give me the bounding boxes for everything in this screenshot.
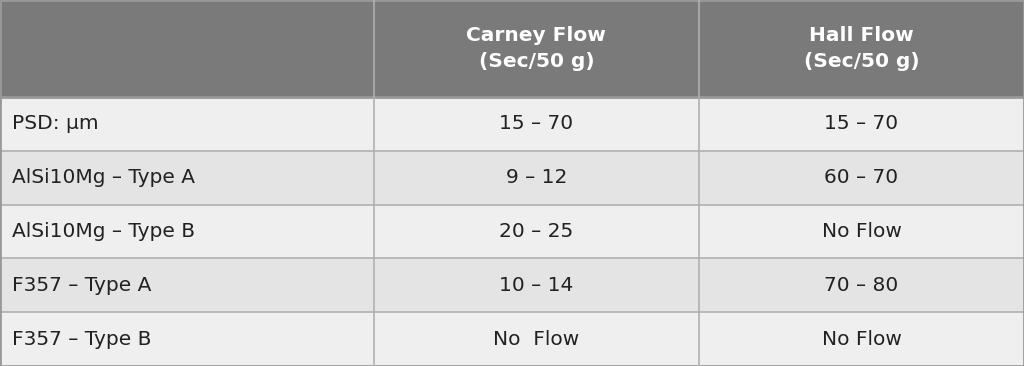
Text: AlSi10Mg – Type A: AlSi10Mg – Type A — [12, 168, 196, 187]
Text: Carney Flow
(Sec/50 g): Carney Flow (Sec/50 g) — [466, 26, 606, 71]
Bar — [374, 151, 698, 205]
Text: 60 – 70: 60 – 70 — [824, 168, 898, 187]
Bar — [374, 205, 698, 258]
Bar — [698, 97, 1024, 151]
Text: 10 – 14: 10 – 14 — [499, 276, 573, 295]
Bar — [0, 151, 374, 205]
Bar — [0, 0, 374, 97]
Text: 9 – 12: 9 – 12 — [506, 168, 567, 187]
Bar — [0, 97, 374, 151]
Bar — [698, 151, 1024, 205]
Bar — [698, 0, 1024, 97]
Bar — [698, 258, 1024, 312]
Text: Hall Flow
(Sec/50 g): Hall Flow (Sec/50 g) — [804, 26, 920, 71]
Text: 70 – 80: 70 – 80 — [824, 276, 899, 295]
Text: No Flow: No Flow — [821, 222, 901, 241]
Bar — [0, 258, 374, 312]
Text: 15 – 70: 15 – 70 — [824, 115, 898, 133]
Text: F357 – Type B: F357 – Type B — [12, 330, 152, 348]
Bar — [374, 97, 698, 151]
Bar — [374, 0, 698, 97]
Text: AlSi10Mg – Type B: AlSi10Mg – Type B — [12, 222, 196, 241]
Text: F357 – Type A: F357 – Type A — [12, 276, 152, 295]
Bar — [698, 312, 1024, 366]
Text: No Flow: No Flow — [821, 330, 901, 348]
Bar — [0, 312, 374, 366]
Text: PSD: μm: PSD: μm — [12, 115, 99, 133]
Bar — [698, 205, 1024, 258]
Text: 20 – 25: 20 – 25 — [499, 222, 573, 241]
Bar — [374, 258, 698, 312]
Bar — [0, 205, 374, 258]
Text: No  Flow: No Flow — [494, 330, 580, 348]
Bar — [374, 312, 698, 366]
Text: 15 – 70: 15 – 70 — [500, 115, 573, 133]
